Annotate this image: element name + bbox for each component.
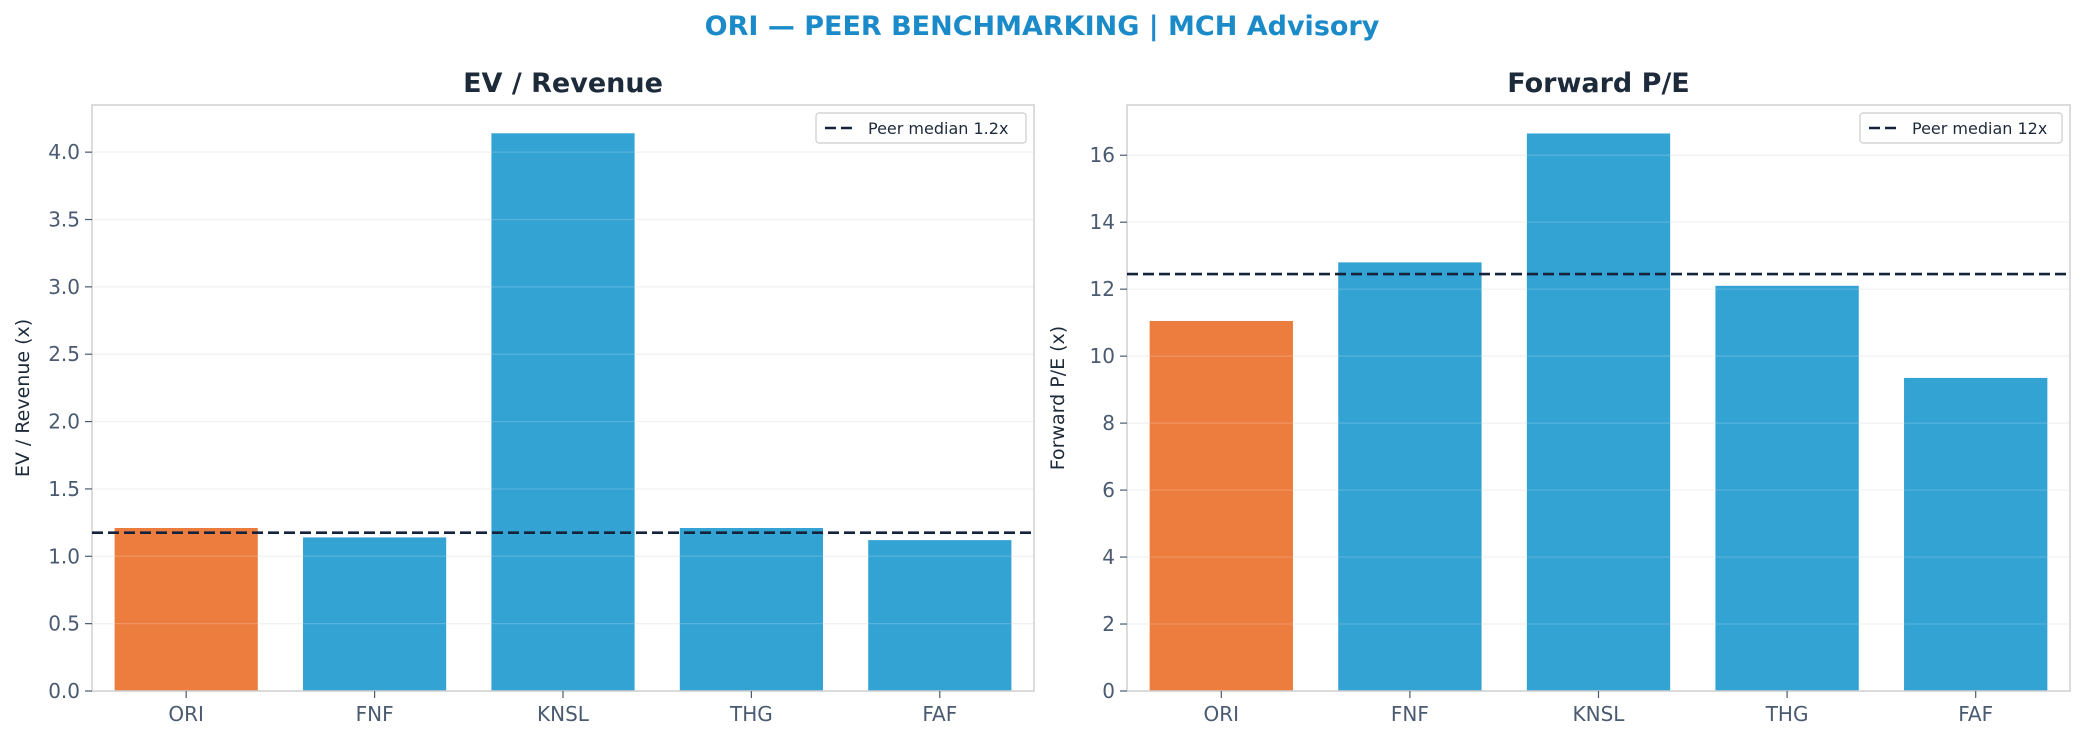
bar-knsl [1526, 133, 1671, 691]
x-tick-label-ori: ORI [1204, 702, 1240, 726]
y-tick-label: 2 [1102, 612, 1115, 636]
y-tick-label: 4.0 [48, 140, 80, 164]
bar-faf [1904, 377, 2048, 691]
x-tick-label-knsl: KNSL [537, 702, 590, 726]
legend [815, 112, 1027, 144]
y-tick-label: 14 [1090, 210, 1115, 234]
y-axis-label: EV / Revenue (x) [12, 319, 34, 477]
x-tick-label-fnf: FNF [1391, 702, 1429, 726]
y-tick-label: 16 [1090, 143, 1115, 167]
legend-label: Peer median 12x [1912, 119, 2047, 138]
bar-thg [1715, 285, 1859, 691]
y-tick-label: 12 [1090, 277, 1115, 301]
y-axis-label: Forward P/E (x) [1047, 326, 1069, 470]
y-tick-label: 10 [1090, 344, 1115, 368]
x-tick-label-faf: FAF [922, 702, 957, 726]
chart-forward-pe: 0 2 4 6 8 10 12 14 16 ORI FNF KNSL THG FAF Forward P/E… [1047, 68, 2071, 726]
x-tick-label-thg: THG [729, 702, 773, 726]
bar-fnf [1338, 262, 1482, 691]
y-tick-label: 3.0 [48, 275, 80, 299]
chart-title: EV / Revenue [463, 68, 663, 99]
y-tick-label: 4 [1102, 545, 1115, 569]
chart-ev-revenue: 0.0 0.5 1.0 1.5 2.0 2.5 3.0 3.5 4.0 ORI FNF KNSL THG… [12, 68, 1035, 726]
y-tick-label: 1.0 [48, 544, 80, 568]
y-tick-label: 2.0 [48, 410, 80, 434]
bar-knsl [491, 133, 635, 691]
x-tick-label-ori: ORI [168, 702, 204, 726]
y-tick-label: 0.5 [48, 612, 80, 636]
figure-suptitle: ORI — PEER BENCHMARKING | MCH Advisory [705, 11, 1380, 42]
legend-label: Peer median 1.2x [868, 119, 1008, 138]
bar-thg [679, 527, 823, 691]
bar-fnf [303, 537, 447, 691]
y-tick-label: 0.0 [48, 679, 80, 703]
bar-ori [114, 527, 258, 691]
bar-faf [868, 540, 1012, 691]
x-tick-label-knsl: KNSL [1573, 702, 1626, 726]
y-tick-label: 6 [1102, 478, 1115, 502]
y-tick-label: 1.5 [48, 477, 80, 501]
y-tick-label: 2.5 [48, 342, 80, 366]
legend [1859, 112, 2063, 144]
y-tick-label: 8 [1102, 411, 1115, 435]
x-tick-label-thg: THG [1765, 702, 1809, 726]
bar-ori [1149, 320, 1293, 691]
x-tick-label-faf: FAF [1958, 702, 1993, 726]
y-tick-label: 0 [1102, 679, 1115, 703]
chart-title: Forward P/E [1507, 68, 1690, 99]
x-tick-label-fnf: FNF [356, 702, 394, 726]
y-tick-label: 3.5 [48, 208, 80, 232]
